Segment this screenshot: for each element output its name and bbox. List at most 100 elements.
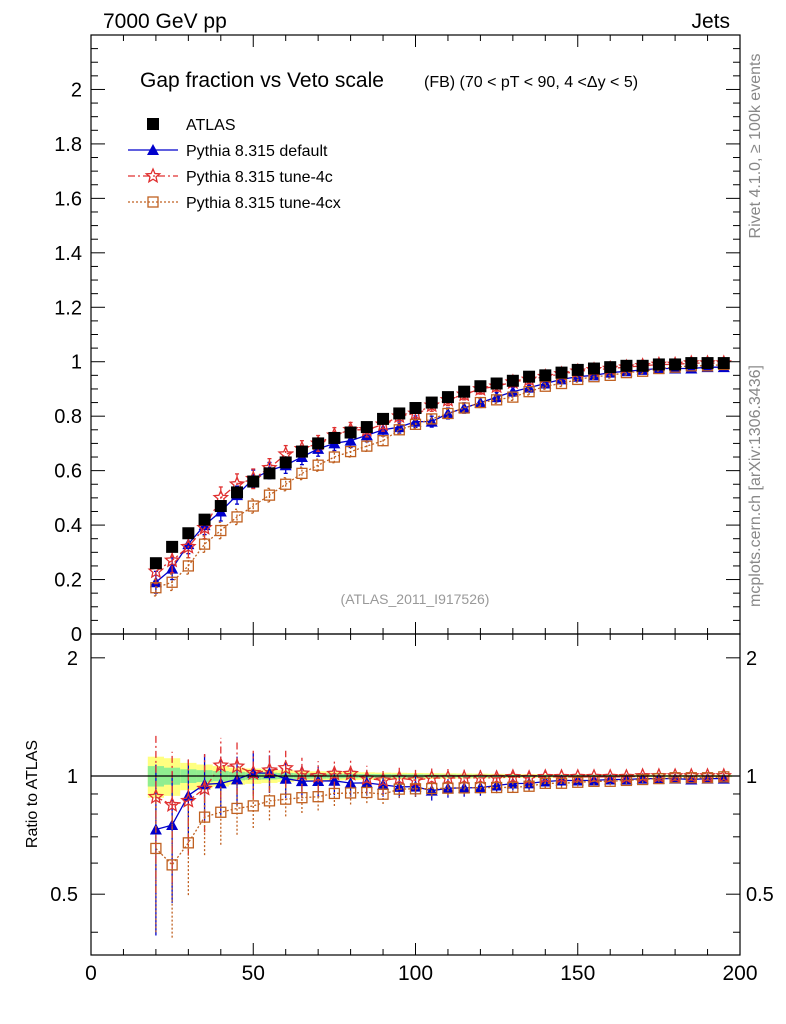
ratio-point-default <box>279 772 292 784</box>
point-tune4cx <box>182 560 195 572</box>
ratio-point-tune4cx <box>198 811 211 823</box>
ratio-point-tune4c <box>212 756 230 773</box>
ratio-point-tune4cx <box>328 787 341 800</box>
point-tune4cx <box>247 500 259 512</box>
ratio-y-tick-label-right: 1 <box>746 766 757 788</box>
point-data <box>377 412 390 425</box>
point-tune4cx <box>393 424 405 436</box>
ratio-point-tune4c <box>180 792 197 808</box>
legend-marker-tune4cx <box>147 196 159 208</box>
ratio-point-tune4cx <box>361 786 373 799</box>
point-tune4cx <box>409 418 422 431</box>
ratio-point-tune4cx <box>669 772 681 784</box>
point-data <box>393 407 406 420</box>
point-data <box>587 362 600 375</box>
ratio-line-tune4c <box>155 764 724 806</box>
ratio-point-tune4c <box>569 768 586 785</box>
point-data <box>458 385 471 398</box>
y-tick-label: 0.8 <box>54 406 82 428</box>
point-tune4cx <box>150 582 162 594</box>
chart-title: Gap fraction vs Veto scale <box>140 69 384 92</box>
legend-marker-default <box>147 144 159 155</box>
ratio-point-tune4cx <box>231 802 243 815</box>
point-data <box>312 437 325 450</box>
point-data <box>328 431 341 444</box>
ratio-point-tune4c <box>261 761 278 778</box>
y-tick-label: 1.4 <box>54 243 82 265</box>
legend-label-tune4cx: Pythia 8.315 tune-4cx <box>186 195 341 212</box>
ratio-point-tune4cx <box>150 842 162 855</box>
legend-label-default: Pythia 8.315 default <box>186 143 328 160</box>
point-tune4cx <box>328 451 341 463</box>
point-data <box>490 377 503 390</box>
y-tick-label: 1.6 <box>54 188 82 210</box>
ratio-line-tune4cx <box>155 776 724 866</box>
point-default <box>344 434 357 446</box>
ratio-point-tune4cx <box>166 859 178 871</box>
y-tick-label: 1.8 <box>54 134 82 156</box>
ratio-point-tune4cx <box>296 792 308 804</box>
ratio-point-tune4cx <box>263 795 276 807</box>
point-data <box>214 500 227 513</box>
x-tick-label: 0 <box>85 962 97 985</box>
point-data <box>717 357 730 370</box>
point-tune4cx <box>361 440 373 452</box>
ratio-point-tune4c <box>196 779 213 796</box>
ratio-point-tune4cx <box>215 806 227 818</box>
point-tune4cx <box>296 467 308 480</box>
point-tune4cx <box>280 478 292 490</box>
ratio-point-tune4c <box>536 768 554 784</box>
ratio-point-tune4cx <box>490 781 503 794</box>
point-tune4cx <box>344 445 357 458</box>
series-data <box>149 357 730 570</box>
point-data <box>669 358 682 371</box>
x-tick-label: 100 <box>398 962 433 985</box>
point-tune4cx <box>377 435 389 447</box>
y-tick-label: 2 <box>71 79 82 101</box>
point-data <box>604 361 617 374</box>
ratio-point-default <box>360 776 373 788</box>
point-data <box>620 359 633 372</box>
point-data <box>652 358 665 371</box>
ratio-point-default <box>328 774 341 786</box>
point-data <box>474 380 487 393</box>
point-tune4cx <box>215 524 227 537</box>
ratio-point-tune4cx <box>523 780 535 792</box>
point-data <box>506 374 519 387</box>
ratio-point-tune4cx <box>637 773 649 786</box>
x-tick-label: 200 <box>722 962 757 985</box>
y-tick-label: 0 <box>71 624 82 646</box>
point-data <box>409 402 422 415</box>
ratio-point-tune4cx <box>685 772 697 784</box>
point-data <box>231 486 244 499</box>
ratio-point-tune4cx <box>409 783 422 795</box>
chart-title-cuts: (FB) (70 < pT < 90, 4 <Δy < 5) <box>424 74 638 91</box>
point-data <box>166 540 179 553</box>
legend-marker-tune4c <box>144 167 162 184</box>
point-tune4cx <box>312 459 324 471</box>
point-data <box>425 396 438 409</box>
legend-label-data: ATLAS <box>186 117 236 134</box>
ratio-y-tick-label: 2 <box>67 648 78 670</box>
ratio-point-tune4cx <box>539 777 551 789</box>
ratio-point-tune4cx <box>280 793 292 805</box>
point-data <box>441 391 454 404</box>
ratio-point-tune4cx <box>377 788 389 800</box>
series-line-default <box>155 366 724 583</box>
y-tick-label: 0.4 <box>54 515 82 537</box>
legend: ATLAS Pythia 8.315 default Pythia 8.315 … <box>128 117 341 212</box>
analysis-tag: (ATLAS_2011_I917526) <box>341 591 490 607</box>
point-data <box>636 359 649 372</box>
ratio-point-tune4cx <box>701 772 714 784</box>
ratio-point-tune4c <box>277 759 294 776</box>
ratio-point-tune4c <box>618 768 635 784</box>
series-default <box>149 361 730 936</box>
y-tick-label: 0.6 <box>54 461 82 483</box>
ratio-point-tune4c <box>228 757 246 774</box>
ratio-y-tick-label-right: 2 <box>746 648 757 670</box>
ratio-y-tick-label: 1 <box>67 766 78 788</box>
point-data <box>263 467 276 480</box>
point-tune4c <box>180 538 197 554</box>
series-tune4cx <box>150 358 730 938</box>
